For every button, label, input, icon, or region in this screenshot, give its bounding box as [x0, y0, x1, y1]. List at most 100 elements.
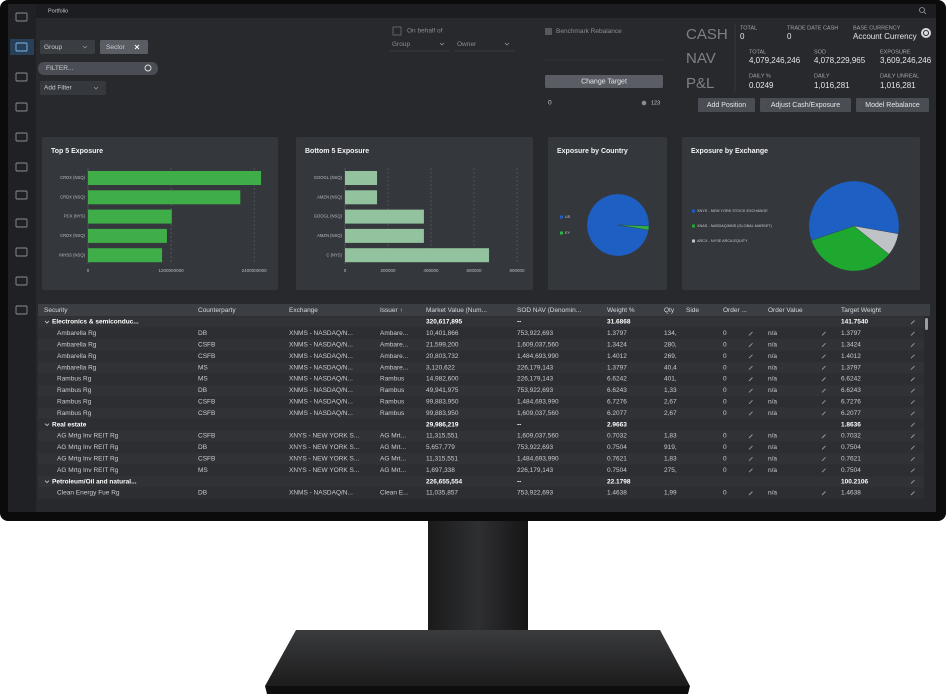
- table-cell: 1,484,693,990: [517, 399, 559, 406]
- chip-remove-icon[interactable]: [134, 44, 140, 50]
- chevron-icon: [504, 42, 510, 46]
- sidebar-icon[interactable]: [15, 305, 28, 315]
- sidebar-icon[interactable]: [15, 162, 28, 172]
- table-row[interactable]: [38, 350, 924, 362]
- edit-icon[interactable]: [748, 468, 753, 473]
- stand-neck: [428, 515, 528, 633]
- edit-icon[interactable]: [748, 434, 753, 439]
- edit-icon[interactable]: [910, 468, 915, 473]
- table-cell: 753,922,693: [517, 330, 554, 337]
- edit-icon[interactable]: [748, 411, 753, 416]
- edit-icon[interactable]: [821, 456, 826, 462]
- sidebar-icon[interactable]: [15, 12, 28, 22]
- stat-value: 4,079,246,246: [749, 56, 801, 65]
- table-row[interactable]: [38, 453, 924, 465]
- on-behalf-checkbox[interactable]: [392, 26, 402, 36]
- sidebar-icon[interactable]: [15, 72, 28, 82]
- scrollbar-thumb[interactable]: [925, 318, 928, 330]
- edit-icon[interactable]: [910, 388, 915, 393]
- edit-icon[interactable]: [748, 445, 753, 450]
- edit-icon[interactable]: [748, 399, 753, 405]
- action-button[interactable]: [856, 98, 929, 112]
- edit-icon[interactable]: [821, 399, 826, 405]
- edit-icon[interactable]: [910, 491, 915, 496]
- benchmark-checkbox[interactable]: [545, 28, 552, 35]
- edit-icon[interactable]: [748, 354, 753, 359]
- filter-input[interactable]: [38, 62, 158, 75]
- group-dropdown[interactable]: [40, 40, 95, 54]
- table-row[interactable]: [38, 384, 924, 397]
- edit-icon[interactable]: [910, 411, 915, 416]
- table-cell: AG Mrt...: [380, 433, 406, 440]
- action-button[interactable]: [698, 98, 755, 112]
- edit-icon[interactable]: [910, 354, 915, 359]
- sidebar-icon[interactable]: [15, 247, 28, 257]
- edit-icon[interactable]: [910, 331, 915, 336]
- sidebar-icon[interactable]: [15, 218, 28, 228]
- table-row[interactable]: [38, 464, 924, 476]
- table-row[interactable]: [38, 430, 924, 442]
- table-row[interactable]: [38, 339, 924, 351]
- edit-icon[interactable]: [910, 456, 915, 462]
- edit-icon[interactable]: [821, 342, 826, 348]
- edit-icon[interactable]: [910, 445, 915, 450]
- summary-heading: CASH: [686, 26, 728, 43]
- edit-icon[interactable]: [821, 434, 826, 439]
- edit-icon[interactable]: [910, 399, 915, 405]
- edit-icon[interactable]: [748, 456, 753, 462]
- edit-icon[interactable]: [910, 377, 915, 382]
- edit-icon[interactable]: [821, 388, 826, 393]
- edit-icon[interactable]: [821, 377, 826, 382]
- table-row[interactable]: [38, 361, 924, 374]
- edit-icon[interactable]: [748, 365, 753, 370]
- table-cell: 1.3424: [841, 342, 861, 349]
- edit-icon[interactable]: [748, 377, 753, 382]
- sidebar-icon[interactable]: [15, 276, 28, 286]
- edit-icon[interactable]: [748, 331, 753, 336]
- search-icon[interactable]: [919, 7, 925, 13]
- refresh-icon[interactable]: [921, 28, 931, 38]
- table-cell: CSFB: [198, 433, 215, 440]
- sidebar-icon[interactable]: [15, 42, 28, 52]
- sidebar-icon[interactable]: [15, 132, 28, 142]
- expand-icon[interactable]: [44, 320, 50, 324]
- table-row[interactable]: [38, 407, 924, 419]
- edit-icon[interactable]: [748, 342, 753, 348]
- table-row[interactable]: [38, 327, 924, 340]
- edit-icon[interactable]: [910, 434, 915, 439]
- add-filter-dropdown[interactable]: [40, 81, 106, 95]
- edit-icon[interactable]: [910, 365, 915, 370]
- change-target-button[interactable]: [545, 75, 663, 88]
- table-cell: 226,179,143: [517, 364, 554, 371]
- edit-icon[interactable]: [910, 342, 915, 348]
- table-row[interactable]: [38, 373, 924, 385]
- edit-icon[interactable]: [821, 365, 826, 370]
- edit-icon[interactable]: [910, 479, 915, 484]
- edit-icon[interactable]: [821, 491, 826, 496]
- edit-icon[interactable]: [910, 422, 915, 427]
- expand-icon[interactable]: [44, 480, 50, 484]
- table-row[interactable]: [38, 441, 924, 454]
- edit-icon[interactable]: [748, 491, 753, 496]
- action-button[interactable]: [760, 98, 851, 112]
- table-row[interactable]: [38, 396, 924, 408]
- expand-icon[interactable]: [44, 423, 50, 427]
- table-cell: 1,609,037,560: [517, 433, 559, 440]
- table-row[interactable]: [38, 418, 924, 431]
- table-row[interactable]: [38, 475, 924, 488]
- chart-title: Bottom 5 Exposure: [305, 148, 369, 155]
- edit-icon[interactable]: [910, 320, 915, 325]
- sector-chip[interactable]: [100, 40, 148, 54]
- sidebar-icon[interactable]: [15, 102, 28, 112]
- table-row[interactable]: [38, 316, 924, 328]
- table-cell: 5,657,779: [426, 444, 455, 451]
- table-row[interactable]: [38, 487, 924, 499]
- sidebar-icon[interactable]: [15, 190, 28, 200]
- edit-icon[interactable]: [748, 388, 753, 393]
- table-cell: AG Mrtg Inv REIT Rg: [57, 467, 119, 474]
- edit-icon[interactable]: [821, 354, 826, 359]
- edit-icon[interactable]: [821, 411, 826, 416]
- edit-icon[interactable]: [821, 468, 826, 473]
- edit-icon[interactable]: [821, 331, 826, 336]
- edit-icon[interactable]: [821, 445, 826, 450]
